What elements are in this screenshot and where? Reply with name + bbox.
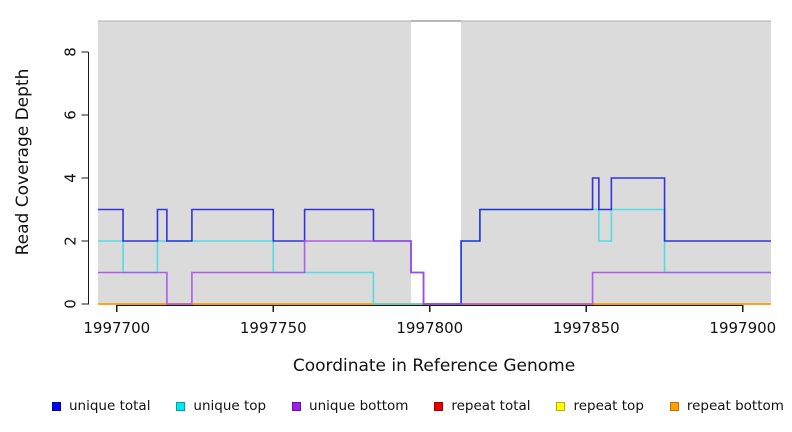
aligned-region-right xyxy=(461,20,771,304)
legend-label: unique total xyxy=(69,398,151,414)
legend-swatch-repeat-bottom xyxy=(669,401,679,411)
legend-label: unique top xyxy=(193,398,267,414)
legend-swatch-unique-total xyxy=(52,401,61,411)
x-tick-label: 1997900 xyxy=(709,319,776,337)
gap-region xyxy=(411,21,462,304)
legend-label: repeat bottom xyxy=(686,398,784,414)
x-axis-title: Coordinate in Reference Genome xyxy=(293,356,575,376)
x-tick-label: 1997700 xyxy=(83,319,150,337)
legend-swatch-unique-top xyxy=(176,401,186,411)
plot-background xyxy=(98,20,771,304)
legend: unique total unique top unique bottom repea… xyxy=(52,396,784,416)
x-tick-label: 1997750 xyxy=(240,319,307,337)
y-tick-label: 8 xyxy=(62,47,80,57)
series-lines xyxy=(98,177,771,305)
aligned-region-left xyxy=(98,20,412,304)
legend-item-repeat-top: repeat top xyxy=(556,398,644,414)
legend-swatch-repeat-total xyxy=(434,401,444,411)
legend-label: unique bottom xyxy=(309,398,409,414)
y-axis-title: Read Coverage Depth xyxy=(13,69,33,256)
y-tick-label: 4 xyxy=(62,173,80,183)
legend-item-unique-total: unique total xyxy=(52,398,150,414)
x-tick-label: 1997800 xyxy=(396,319,463,337)
legend-swatch-repeat-top xyxy=(556,401,566,411)
series-line-unique-bottom xyxy=(98,240,771,305)
legend-label: repeat total xyxy=(451,398,531,414)
axes: 1997700 1997750 1997800 1997850 1997900 0 2 4 6 8 xyxy=(62,47,777,337)
legend-label: repeat top xyxy=(573,398,644,414)
legend-item-repeat-bottom: repeat bottom xyxy=(669,398,784,414)
y-tick-label: 6 xyxy=(62,110,80,120)
legend-item-repeat-total: repeat total xyxy=(434,398,531,414)
y-tick-label: 2 xyxy=(62,236,80,246)
x-tick-label: 1997850 xyxy=(553,319,620,337)
legend-swatch-unique-bottom xyxy=(292,401,302,411)
legend-item-unique-bottom: unique bottom xyxy=(292,398,408,414)
y-tick-label: 0 xyxy=(62,299,80,309)
legend-item-unique-top: unique top xyxy=(176,398,266,414)
